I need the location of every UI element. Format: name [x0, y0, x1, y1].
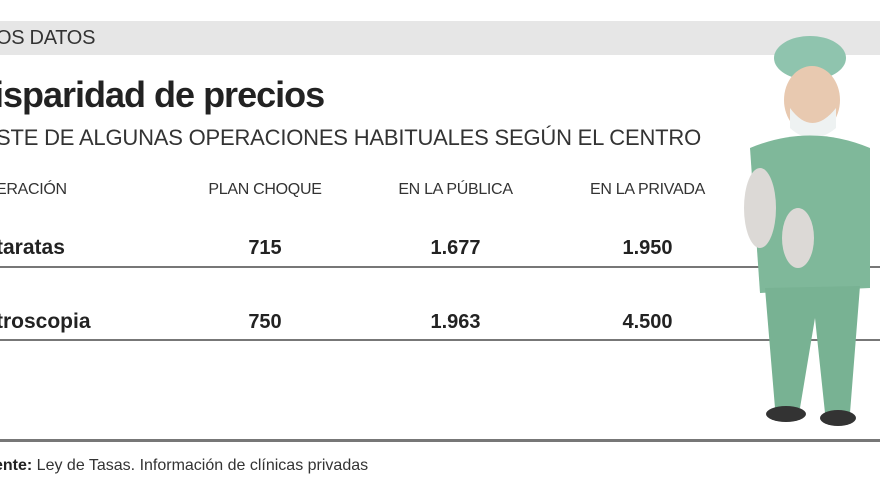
glove-right: [782, 208, 814, 268]
scrubs-top: [750, 135, 870, 293]
source-note: ente: Ley de Tasas. Información de clíni…: [0, 457, 368, 475]
shoe-right: [820, 410, 856, 426]
page-title: isparidad de precios: [0, 74, 325, 115]
surgical-cap: [774, 36, 846, 80]
source-label: ente:: [0, 457, 33, 474]
row-1-name: taratas: [0, 236, 65, 259]
glove-left: [744, 168, 776, 248]
row-1-plan-choque: 715: [248, 237, 282, 259]
scrubs-pants: [765, 286, 860, 413]
row-2-publica: 1.963: [430, 311, 481, 333]
section-label: OS DATOS: [0, 27, 96, 49]
surgeon-illustration: [744, 36, 870, 426]
row-1-privada: 1.950: [622, 237, 673, 259]
row-2-plan-choque: 750: [248, 311, 282, 333]
header-publica: EN LA PÚBLICA: [398, 181, 513, 198]
row-divider: [0, 339, 880, 341]
row-divider: [0, 266, 880, 268]
source-text: Ley de Tasas. Información de clínicas pr…: [32, 457, 369, 474]
header-privada: EN LA PRIVADA: [590, 181, 705, 198]
surgical-mask: [790, 108, 836, 138]
footer-divider: [0, 439, 880, 442]
header-operation: ERACIÓN: [0, 181, 67, 198]
section-band: [0, 21, 880, 55]
row-1-publica: 1.677: [430, 237, 481, 259]
header-plan-choque: PLAN CHOQUE: [208, 181, 322, 198]
subtitle: STE DE ALGUNAS OPERACIONES HABITUALES SE…: [0, 125, 701, 150]
shoe-left: [766, 406, 806, 422]
row-2-privada: 4.500: [622, 311, 673, 333]
row-2-name: troscopia: [0, 310, 91, 333]
